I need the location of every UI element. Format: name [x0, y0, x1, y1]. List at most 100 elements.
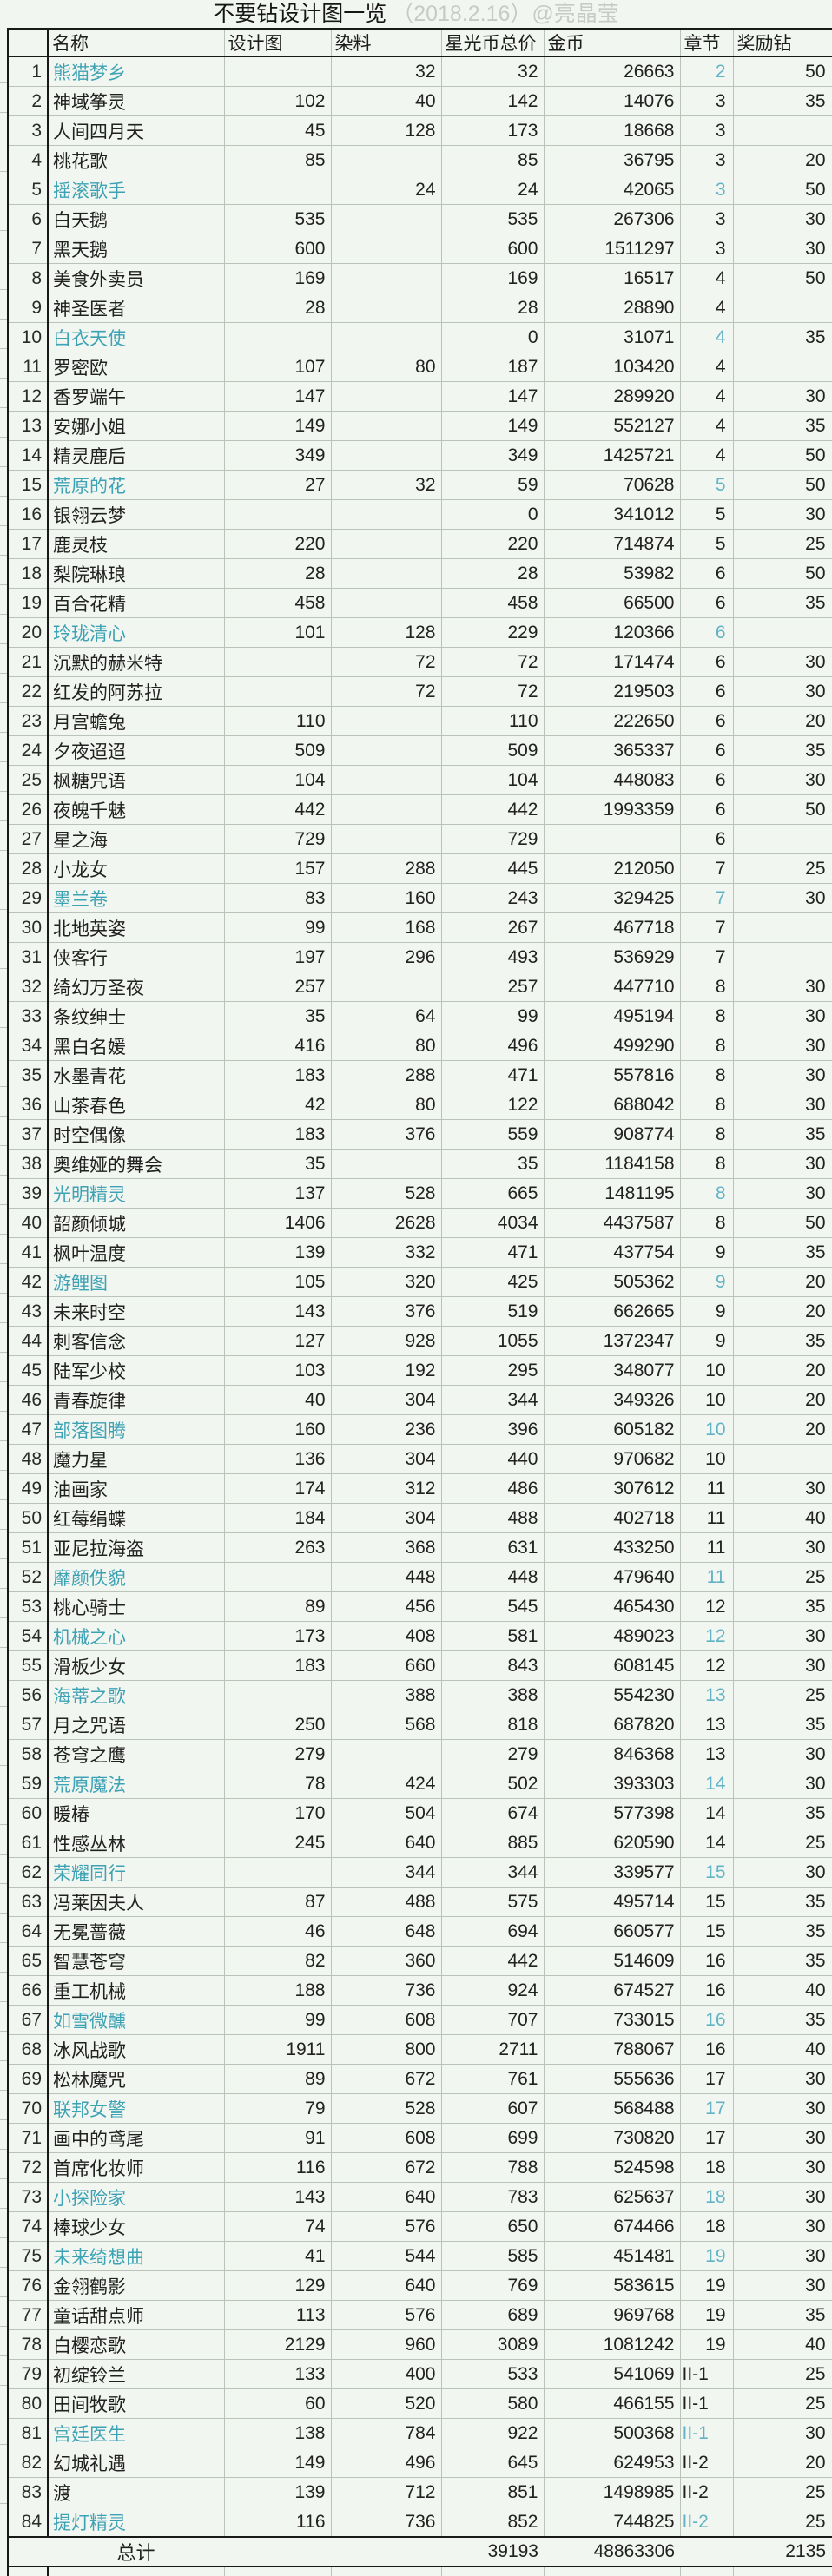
- cell-index[interactable]: 33: [8, 1001, 49, 1031]
- cell-reward[interactable]: [733, 1444, 832, 1474]
- cell-gold[interactable]: 1993359: [544, 794, 681, 825]
- cell-dye[interactable]: 496: [331, 2448, 442, 2478]
- cell-name[interactable]: 棒球少女: [48, 2211, 225, 2242]
- cell-reward[interactable]: 30: [733, 676, 832, 707]
- cell-dye[interactable]: 640: [331, 2270, 442, 2301]
- cell-index[interactable]: 36: [8, 1090, 49, 1120]
- cell-dye[interactable]: 72: [331, 676, 442, 707]
- cell-gold[interactable]: 505362: [544, 1267, 681, 1297]
- cell-chapter[interactable]: 11: [680, 1532, 734, 1563]
- cell-design[interactable]: 173: [224, 1621, 332, 1651]
- cell-star_total[interactable]: 665: [441, 1178, 545, 1209]
- cell-dye[interactable]: 332: [331, 1237, 442, 1268]
- cell-chapter[interactable]: 4: [680, 411, 734, 441]
- cell-chapter[interactable]: 16: [680, 2005, 734, 2035]
- cell-chapter[interactable]: 19: [680, 2329, 734, 2360]
- cell-chapter[interactable]: 3: [680, 145, 734, 175]
- cell-gold[interactable]: 289920: [544, 381, 681, 412]
- cell-index[interactable]: 75: [8, 2241, 49, 2271]
- cell-reward[interactable]: 25: [733, 1680, 832, 1710]
- cell-chapter[interactable]: 6: [680, 647, 734, 677]
- cell-dye[interactable]: 288: [331, 1060, 442, 1090]
- cell-star_total[interactable]: 295: [441, 1355, 545, 1386]
- cell-name[interactable]: 枫糖咒语: [48, 765, 225, 795]
- cell-dye[interactable]: 304: [331, 1503, 442, 1533]
- cell-star_total[interactable]: 607: [441, 2093, 545, 2124]
- cell-star_total[interactable]: 149: [441, 411, 545, 441]
- cell-dye[interactable]: 296: [331, 942, 442, 972]
- cell-reward[interactable]: 35: [733, 2005, 832, 2035]
- cell-reward[interactable]: 20: [733, 2448, 832, 2478]
- cell-name[interactable]: 冰风战歌: [48, 2034, 225, 2065]
- cell-design[interactable]: [224, 499, 332, 530]
- cell-gold[interactable]: 624953: [544, 2448, 681, 2478]
- cell-chapter[interactable]: 15: [680, 1857, 734, 1888]
- cell-chapter[interactable]: 8: [680, 1178, 734, 1209]
- cell-reward[interactable]: 40: [733, 1975, 832, 2006]
- cell-chapter[interactable]: 7: [680, 883, 734, 913]
- cell-chapter[interactable]: 9: [680, 1267, 734, 1297]
- cell-name[interactable]: 红发的阿苏拉: [48, 676, 225, 707]
- cell-dye[interactable]: [331, 972, 442, 1002]
- cell-name[interactable]: 夜魄千魅: [48, 794, 225, 825]
- cell-chapter[interactable]: 15: [680, 1887, 734, 1917]
- cell-gold[interactable]: 489023: [544, 1621, 681, 1651]
- cell-star_total[interactable]: 4034: [441, 1208, 545, 1238]
- cell-name[interactable]: 荒原魔法: [48, 1769, 225, 1799]
- cell-dye[interactable]: [331, 234, 442, 264]
- cell-chapter[interactable]: 11: [680, 1473, 734, 1504]
- cell-dye[interactable]: 160: [331, 883, 442, 913]
- cell-reward[interactable]: 25: [733, 1828, 832, 1858]
- cell-name[interactable]: 白天鹅: [48, 204, 225, 234]
- cell-gold[interactable]: 552127: [544, 411, 681, 441]
- cell-design[interactable]: 78: [224, 1769, 332, 1799]
- cell-dye[interactable]: 504: [331, 1798, 442, 1828]
- cell-gold[interactable]: 495194: [544, 1001, 681, 1031]
- cell-dye[interactable]: 400: [331, 2359, 442, 2389]
- cell-gold[interactable]: 541069: [544, 2359, 681, 2389]
- cell-dye[interactable]: [331, 440, 442, 471]
- cell-star_total[interactable]: 2711: [441, 2034, 545, 2065]
- cell-gold[interactable]: 605182: [544, 1414, 681, 1445]
- cell-reward[interactable]: 20: [733, 706, 832, 736]
- cell-gold[interactable]: 577398: [544, 1798, 681, 1828]
- cell-name[interactable]: 联邦女警: [48, 2093, 225, 2124]
- cell-index[interactable]: 2: [8, 86, 49, 116]
- cell-reward[interactable]: 35: [733, 1946, 832, 1976]
- cell-index[interactable]: 76: [8, 2270, 49, 2301]
- cell-index[interactable]: 1: [8, 56, 49, 87]
- cell-index[interactable]: 13: [8, 411, 49, 441]
- cell-reward[interactable]: 50: [733, 440, 832, 471]
- cell-name[interactable]: 桃心骑士: [48, 1591, 225, 1622]
- cell-design[interactable]: [224, 676, 332, 707]
- cell-index[interactable]: 64: [8, 1916, 49, 1947]
- cell-chapter[interactable]: 10: [680, 1414, 734, 1445]
- cell-reward[interactable]: 35: [733, 1916, 832, 1947]
- cell-star_total[interactable]: 496: [441, 1031, 545, 1061]
- cell-design[interactable]: 101: [224, 617, 332, 648]
- cell-name[interactable]: 神圣医者: [48, 293, 225, 323]
- cell-dye[interactable]: 408: [331, 1621, 442, 1651]
- cell-name[interactable]: 滑板少女: [48, 1650, 225, 1681]
- cell-gold[interactable]: 222650: [544, 706, 681, 736]
- cell-name[interactable]: 银翎云梦: [48, 499, 225, 530]
- cell-dye[interactable]: 128: [331, 115, 442, 146]
- cell-design[interactable]: 116: [224, 2507, 332, 2538]
- cell-gold[interactable]: 730820: [544, 2123, 681, 2153]
- cell-chapter[interactable]: 8: [680, 1208, 734, 1238]
- cell-dye[interactable]: 672: [331, 2064, 442, 2094]
- cell-gold[interactable]: 744825: [544, 2507, 681, 2538]
- cell-gold[interactable]: 341012: [544, 499, 681, 530]
- cell-chapter[interactable]: 19: [680, 2300, 734, 2330]
- cell-chapter[interactable]: II-2: [680, 2507, 734, 2538]
- cell-dye[interactable]: [331, 588, 442, 618]
- cell-dye[interactable]: 344: [331, 1857, 442, 1888]
- cell-reward[interactable]: 50: [733, 470, 832, 500]
- cell-dye[interactable]: 360: [331, 1946, 442, 1976]
- cell-reward[interactable]: 30: [733, 1532, 832, 1563]
- cell-reward[interactable]: [733, 912, 832, 943]
- cell-gold[interactable]: 26663: [544, 56, 681, 87]
- cell-name[interactable]: 渡: [48, 2477, 225, 2507]
- cell-star_total[interactable]: 533: [441, 2359, 545, 2389]
- cell-star_total[interactable]: 169: [441, 263, 545, 293]
